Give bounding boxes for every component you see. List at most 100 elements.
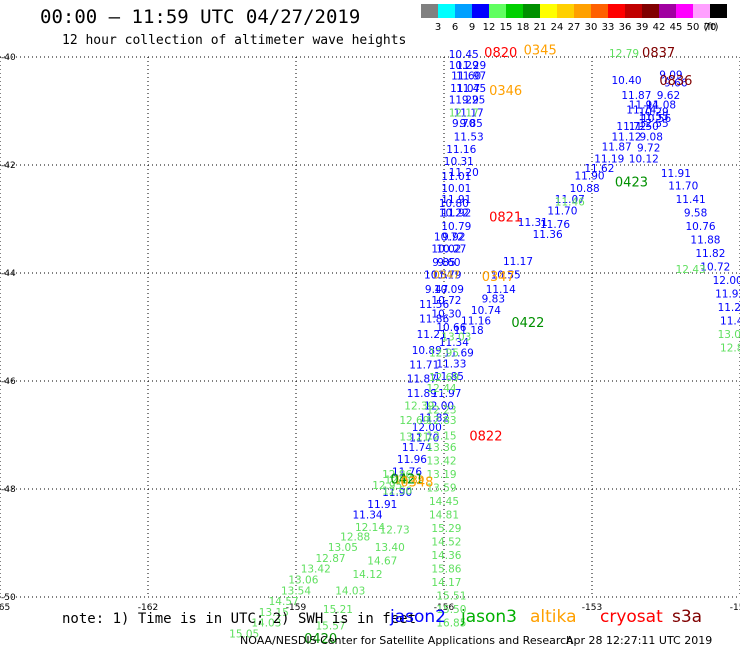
data-point-jason3: 12.44 bbox=[427, 383, 457, 395]
data-point-jason2: 10.29 bbox=[449, 60, 479, 72]
data-point-jason3: 12.86 bbox=[382, 469, 412, 481]
data-point-jason2: 9.09 bbox=[659, 70, 682, 82]
data-point-jason2: 10.40 bbox=[612, 75, 642, 87]
data-point-jason2: 10.80 bbox=[439, 198, 469, 210]
data-point-jason2: 11.31 bbox=[518, 217, 548, 229]
data-point-jason3: 12.89 bbox=[720, 342, 740, 354]
data-point-jason2: 10.55 bbox=[491, 269, 521, 281]
data-point-jason2: 11.60 bbox=[451, 71, 481, 83]
data-point-jason2: 10.45 bbox=[449, 49, 479, 61]
data-point-jason2: 11.50 bbox=[629, 121, 659, 133]
data-point-jason3: 12.69 bbox=[429, 372, 459, 384]
legend-altika: altika bbox=[530, 607, 577, 627]
data-point-jason2: 11.82 bbox=[419, 413, 449, 425]
scale-label: 24 bbox=[550, 22, 564, 33]
data-point-jason2: 9.47 bbox=[425, 284, 448, 296]
points-layer: 10.4511.2910.2911.6011.9711.0711.4511.29… bbox=[229, 48, 740, 641]
scale-label: 6 bbox=[451, 22, 459, 33]
data-point-jason2: 11.21 bbox=[718, 302, 740, 314]
data-point-jason3: 12.15 bbox=[427, 430, 457, 442]
scale-swatch bbox=[557, 4, 574, 18]
time-label: 0837 bbox=[642, 46, 675, 61]
data-point-jason2: 11.53 bbox=[454, 132, 484, 144]
data-point-altika: 12.39 bbox=[394, 475, 424, 487]
scale-label: 27 bbox=[567, 22, 581, 33]
data-point-jason2: 11.14 bbox=[486, 284, 516, 296]
data-point-jason2: 11.56 bbox=[419, 299, 449, 311]
data-point-jason3: 12.50 bbox=[382, 485, 412, 497]
scale-swatch bbox=[659, 4, 676, 18]
scale-swatch bbox=[608, 4, 625, 18]
scale-swatch bbox=[693, 4, 710, 18]
data-point-jason2: 11.87 bbox=[621, 90, 651, 102]
time-label: 0820 bbox=[484, 46, 517, 61]
data-point-jason2: 11.87 bbox=[602, 141, 632, 153]
data-point-jason2: 9.66 bbox=[664, 78, 688, 90]
data-point-jason2: 10.27 bbox=[436, 243, 466, 255]
scale-label: 50 bbox=[686, 22, 700, 33]
data-point-jason2: 10.09 bbox=[434, 284, 464, 296]
data-point-jason2: 11.74 bbox=[626, 105, 656, 117]
data-point-jason3: 15.21 bbox=[323, 604, 353, 616]
data-point-jason2: 11.08 bbox=[646, 99, 676, 111]
scale-swatch bbox=[438, 4, 455, 18]
scale-label: 70 bbox=[703, 22, 717, 33]
data-point-jason3: 12.87 bbox=[316, 553, 346, 565]
data-point-jason2: 11.91 bbox=[441, 194, 471, 206]
data-point-jason3: 16.85 bbox=[436, 618, 466, 630]
data-point-jason2: 11.76 bbox=[540, 219, 570, 231]
scale-swatch bbox=[710, 4, 727, 18]
data-point-jason2: 12.00 bbox=[412, 422, 442, 434]
scale-swatch bbox=[625, 4, 642, 18]
data-point-jason2: 11.94 bbox=[629, 99, 659, 111]
grid-layer bbox=[0, 56, 740, 598]
x-tick-label: -165 bbox=[0, 603, 10, 613]
data-point-jason2: 9.83 bbox=[482, 294, 505, 306]
scale-swatch bbox=[472, 4, 489, 18]
data-point-jason3: 12.17 bbox=[449, 107, 479, 119]
y-tick-label: -40 bbox=[1, 53, 16, 63]
data-point-jason3: 13.05 bbox=[328, 542, 358, 554]
data-point-jason2: 9.85 bbox=[432, 257, 455, 269]
y-tick-label: -46 bbox=[1, 377, 16, 387]
scale-label: 18 bbox=[516, 22, 530, 33]
data-point-jason3: 13.36 bbox=[427, 442, 457, 454]
data-point-jason3: 14.57 bbox=[269, 596, 299, 608]
data-point-jason2: 11.29 bbox=[449, 94, 479, 106]
scale-swatch bbox=[540, 4, 557, 18]
data-point-jason3: 11.46 bbox=[555, 197, 585, 209]
data-point-jason3: 15.05 bbox=[229, 629, 259, 641]
data-point-jason2: 11.87 bbox=[407, 374, 437, 386]
data-point-jason2: 10.29 bbox=[639, 106, 669, 118]
x-tick-label: -150 bbox=[730, 603, 740, 613]
data-point-jason2: 10.31 bbox=[444, 156, 474, 168]
data-point-jason2: 11.20 bbox=[449, 167, 479, 179]
chart-title: 00:00 – 11:59 UTC 04/27/2019 bbox=[40, 6, 361, 28]
data-point-jason3: 12.80 bbox=[385, 475, 415, 487]
data-point-jason2: 11.92 bbox=[441, 207, 471, 219]
scale-label: 39 bbox=[635, 22, 649, 33]
data-point-jason2: 10.79 bbox=[441, 221, 471, 233]
data-point-jason2: 9.62 bbox=[657, 90, 680, 102]
data-point-jason2: 10.89 bbox=[412, 345, 442, 357]
scale-swatch bbox=[506, 4, 523, 18]
scale-label: 15 bbox=[499, 22, 513, 33]
scale-swatch bbox=[676, 4, 693, 18]
data-point-jason3: 14.17 bbox=[431, 577, 461, 589]
time-label: 0822 bbox=[469, 429, 502, 444]
data-point-jason2: 11.70 bbox=[409, 432, 439, 444]
data-point-jason2: 9.08 bbox=[640, 132, 663, 144]
data-point-jason2: 11.01 bbox=[441, 171, 471, 183]
data-point-jason3: 13.06 bbox=[288, 575, 318, 587]
legend-cryosat: cryosat bbox=[600, 607, 663, 627]
data-point-jason2: 11.91 bbox=[661, 168, 691, 180]
data-point-jason3: 14.36 bbox=[431, 550, 461, 562]
data-point-jason2: 10.51 bbox=[424, 269, 454, 281]
data-point-jason2: 11.91 bbox=[367, 499, 397, 511]
data-point-jason2: 11.70 bbox=[547, 206, 577, 218]
time-label: 0422 bbox=[511, 316, 544, 331]
data-point-jason2: 10.88 bbox=[570, 183, 600, 195]
data-point-jason3: 15.50 bbox=[436, 604, 466, 616]
data-point-jason2: 9.58 bbox=[684, 207, 707, 219]
